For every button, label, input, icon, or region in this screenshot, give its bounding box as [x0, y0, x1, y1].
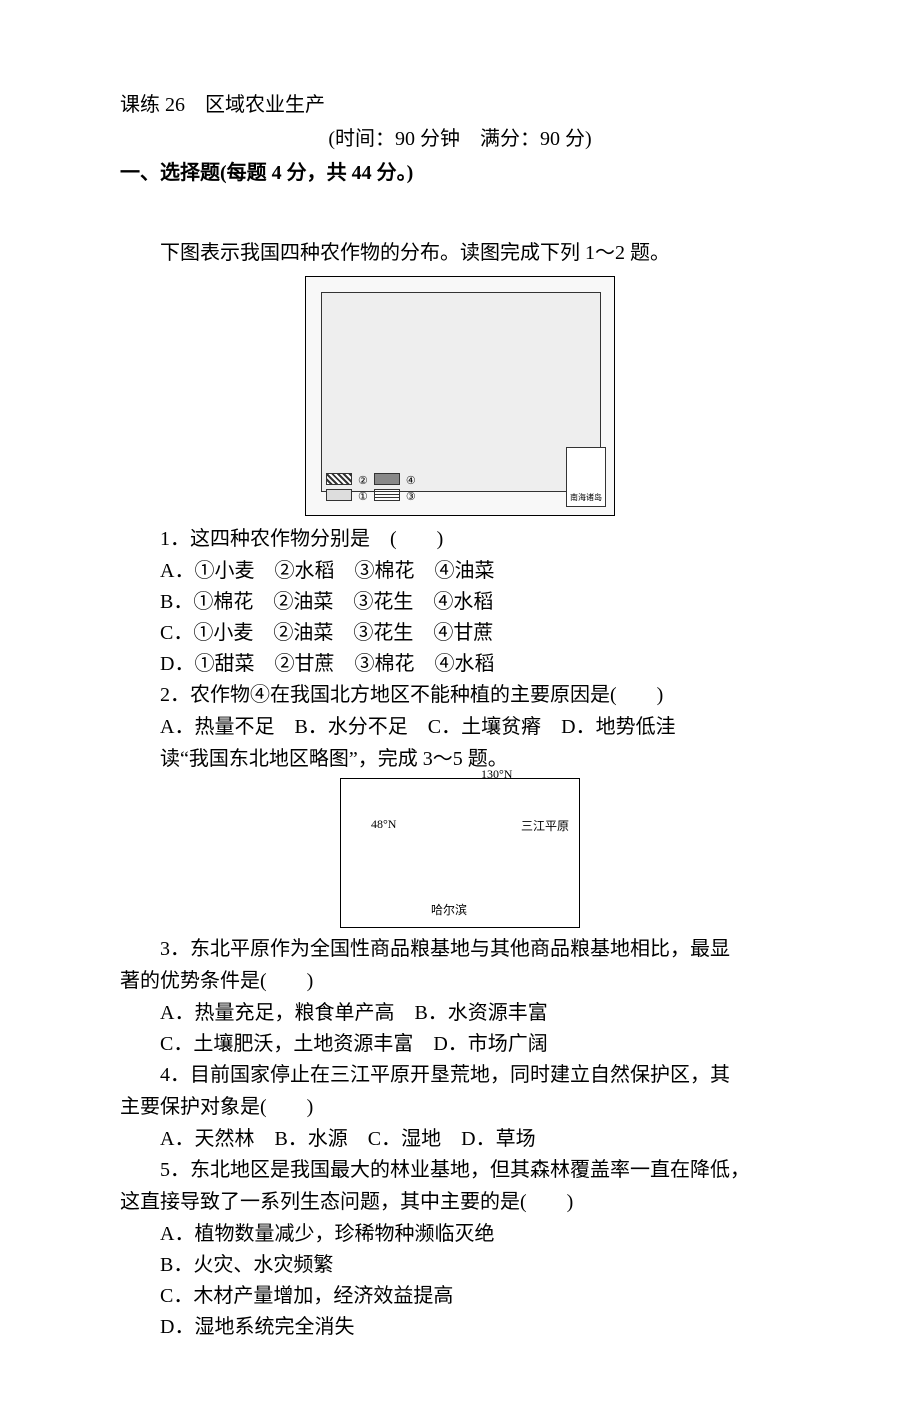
time-score-info: (时间：90 分钟 满分：90 分)	[120, 124, 800, 154]
q1-option-c: C．①小麦 ②油菜 ③花生 ④甘蔗	[120, 618, 800, 648]
q2-options: A．热量不足 B．水分不足 C．土壤贫瘠 D．地势低洼	[120, 712, 800, 742]
map2-place2: 哈尔滨	[431, 901, 467, 919]
map2-place1: 三江平原	[521, 817, 569, 835]
map-legend-row2: ② ④	[326, 473, 416, 490]
legend-box-4	[374, 473, 400, 485]
map2-left-label: 48°N	[371, 815, 396, 833]
legend-label-4: ④	[406, 473, 416, 490]
q3-options-row1: A．热量充足，粮食单产高 B．水资源丰富	[120, 998, 800, 1028]
legend-label-1: ①	[358, 489, 368, 506]
q5-option-d: D．湿地系统完全消失	[120, 1312, 800, 1342]
q5-stem-line1: 5．东北地区是我国最大的林业基地，但其森林覆盖率一直在降低，	[120, 1155, 800, 1185]
map2-top-label: 130°N	[481, 765, 512, 783]
legend-box-2	[326, 473, 352, 485]
section-title: 一、选择题(每题 4 分，共 44 分。)	[120, 158, 800, 188]
q5-option-c: C．木材产量增加，经济效益提高	[120, 1281, 800, 1311]
q3-options-row2: C．土壤肥沃，土地资源丰富 D．市场广阔	[120, 1029, 800, 1059]
q1-option-a: A．①小麦 ②水稻 ③棉花 ④油菜	[120, 556, 800, 586]
lesson-title: 课练 26 区域农业生产	[120, 90, 800, 120]
q4-stem-line1: 4．目前国家停止在三江平原开垦荒地，同时建立自然保护区，其	[120, 1060, 800, 1090]
q5-option-b: B．火灾、水灾频繁	[120, 1250, 800, 1280]
q2-stem: 2．农作物④在我国北方地区不能种植的主要原因是( )	[120, 680, 800, 710]
intro-text-1: 下图表示我国四种农作物的分布。读图完成下列 1～2 题。	[120, 238, 800, 268]
legend-label-3: ③	[406, 489, 416, 506]
map-legend: ① ③	[326, 489, 416, 506]
legend-label-2: ②	[358, 473, 368, 490]
northeast-map-figure: 130°N 48°N 三江平原 哈尔滨	[340, 778, 580, 928]
q1-option-b: B．①棉花 ②油菜 ③花生 ④水稻	[120, 587, 800, 617]
q1-stem: 1．这四种农作物分别是 ( )	[120, 524, 800, 554]
q3-stem-line1: 3．东北平原作为全国性商品粮基地与其他商品粮基地相比，最显	[120, 934, 800, 964]
legend-box-1	[326, 489, 352, 501]
q1-option-d: D．①甜菜 ②甘蔗 ③棉花 ④水稻	[120, 649, 800, 679]
map-inset: 南海诸岛	[566, 447, 606, 507]
q5-stem-line2: 这直接导致了一系列生态问题，其中主要的是( )	[120, 1187, 800, 1217]
q4-options: A．天然林 B．水源 C．湿地 D．草场	[120, 1124, 800, 1154]
intro-text-2: 读“我国东北地区略图”，完成 3～5 题。	[120, 744, 800, 774]
map-outline	[321, 292, 601, 492]
q5-option-a: A．植物数量减少，珍稀物种濒临灭绝	[120, 1219, 800, 1249]
china-map-figure: ① ③ ② ④ 南海诸岛	[305, 276, 615, 516]
legend-box-3	[374, 489, 400, 501]
q3-stem-line2: 著的优势条件是( )	[120, 966, 800, 996]
q4-stem-line2: 主要保护对象是( )	[120, 1092, 800, 1122]
